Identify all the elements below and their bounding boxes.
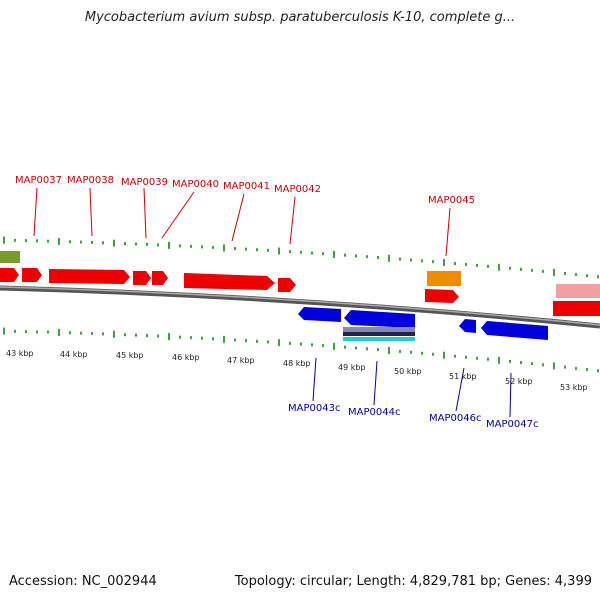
gene-label-map0047c[interactable]: MAP0047c	[486, 419, 538, 430]
feature-track-grey	[343, 327, 415, 332]
reverse-strand-features	[298, 307, 548, 341]
kbp-label: 48 kbp	[283, 359, 311, 368]
gene-map0041-arrow	[152, 271, 168, 285]
gene-map0045-arrow	[425, 289, 459, 303]
gene-label-map0037[interactable]: MAP0037	[15, 175, 62, 186]
gene-label-map0044c[interactable]: MAP0044c	[348, 407, 400, 418]
kbp-label: 49 kbp	[338, 363, 366, 372]
gene-map0044c-arrow	[344, 310, 415, 328]
kbp-label: 45 kbp	[116, 351, 144, 360]
kbp-label: 47 kbp	[227, 356, 255, 365]
feature-track-dark	[343, 332, 415, 336]
pink-feature	[556, 284, 600, 298]
gene-label-map0038[interactable]: MAP0038	[67, 175, 114, 186]
gene-label-map0042[interactable]: MAP0042	[274, 184, 321, 195]
kbp-label: 51 kbp	[449, 372, 477, 381]
kbp-label: 46 kbp	[172, 353, 200, 362]
kbp-label: 53 kbp	[560, 383, 588, 392]
gene-label-map0043c[interactable]: MAP0043c	[288, 403, 340, 414]
genome-backbone	[0, 285, 600, 329]
forward-ruler-ticks	[3, 236, 599, 279]
reverse-gene-labels: MAP0043c MAP0044c MAP0046c MAP0047c	[288, 403, 538, 430]
reverse-ruler-ticks	[3, 327, 599, 373]
gene-map0037-arrow	[0, 268, 19, 282]
genome-summary-label: Topology: circular; Length: 4,829,781 bp…	[234, 574, 592, 589]
kbp-label: 43 kbp	[6, 349, 34, 358]
feature-track-cyan	[343, 337, 415, 341]
gene-label-map0046c[interactable]: MAP0046c	[429, 413, 481, 424]
genome-backbone-highlight	[0, 286, 600, 326]
accession-label: Accession: NC_002944	[9, 574, 157, 589]
gene-map0042-arrow	[184, 273, 275, 290]
genome-title: Mycobacterium avium subsp. paratuberculo…	[84, 10, 516, 25]
callout-lines	[33, 187, 512, 418]
kbp-label: 44 kbp	[60, 350, 88, 359]
gene-label-map0039[interactable]: MAP0039	[121, 177, 168, 188]
edge-red-feature	[553, 301, 600, 316]
kbp-label: 52 kbp	[505, 377, 533, 386]
gene-map0047c-arrow	[481, 321, 548, 340]
gene-label-map0045[interactable]: MAP0045	[428, 195, 475, 206]
gene-map0039-arrow	[49, 269, 130, 284]
gene-map0043c-arrow	[298, 307, 341, 322]
kbp-scale-labels: 43 kbp 44 kbp 45 kbp 46 kbp 47 kbp 48 kb…	[6, 349, 588, 392]
gene-map0038-arrow	[22, 268, 42, 282]
gene-map0042b-arrow	[278, 278, 296, 292]
olive-feature	[0, 251, 20, 263]
forward-strand-features	[0, 251, 600, 316]
gene-label-map0040[interactable]: MAP0040	[172, 179, 219, 190]
kbp-label: 50 kbp	[394, 367, 422, 376]
gene-map0046c-arrow	[459, 319, 476, 333]
forward-gene-labels: MAP0037 MAP0038 MAP0039 MAP0040 MAP0041 …	[15, 175, 475, 206]
gene-label-map0041[interactable]: MAP0041	[223, 181, 270, 192]
orange-feature	[427, 271, 461, 286]
gene-map0040-arrow	[133, 271, 151, 285]
